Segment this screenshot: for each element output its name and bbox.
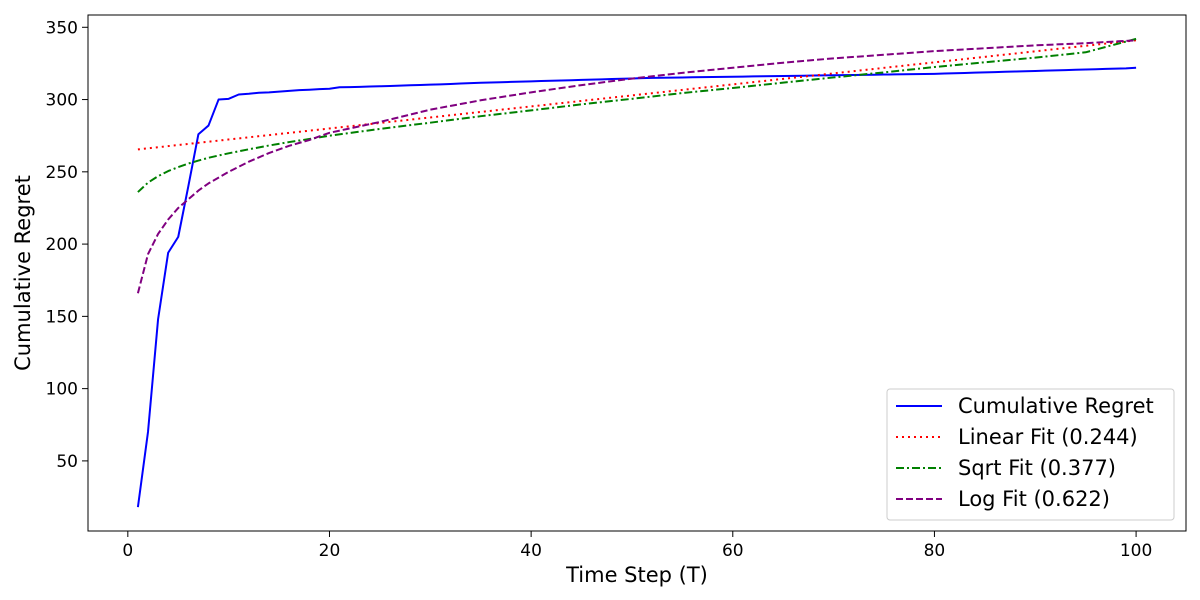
x-tick-label: 40 <box>520 541 542 561</box>
x-tick-label: 80 <box>924 541 946 561</box>
series-line-0 <box>136 66 1137 508</box>
legend-label-3: Log Fit (0.622) <box>958 487 1110 511</box>
y-tick-label: 200 <box>46 235 78 255</box>
y-tick-label: 350 <box>46 18 78 38</box>
legend-label-0: Cumulative Regret <box>958 394 1154 418</box>
y-tick-label: 100 <box>46 380 78 400</box>
x-tick-label: 100 <box>1120 541 1152 561</box>
y-axis-title: Cumulative Regret <box>11 175 35 371</box>
y-axis: 50 100 150 200 250 300 350 <box>46 18 88 472</box>
series-layer <box>136 37 1137 508</box>
x-tick-label: 60 <box>722 541 744 561</box>
y-tick-label: 300 <box>46 91 78 111</box>
x-tick-label: 0 <box>122 541 133 561</box>
legend-label-1: Linear Fit (0.244) <box>958 425 1138 449</box>
legend: Cumulative Regret Linear Fit (0.244) Sqrt … <box>886 388 1175 521</box>
x-axis: 0 20 40 60 80 100 <box>122 531 1152 561</box>
x-axis-title: Time Step (T) <box>565 563 708 587</box>
plot-frame <box>87 14 1187 532</box>
y-tick-label: 150 <box>46 307 78 327</box>
legend-label-2: Sqrt Fit (0.377) <box>958 456 1116 480</box>
y-tick-label: 50 <box>56 452 78 472</box>
x-tick-label: 20 <box>319 541 341 561</box>
y-tick-label: 250 <box>46 163 78 183</box>
legend-frame <box>886 388 1175 521</box>
